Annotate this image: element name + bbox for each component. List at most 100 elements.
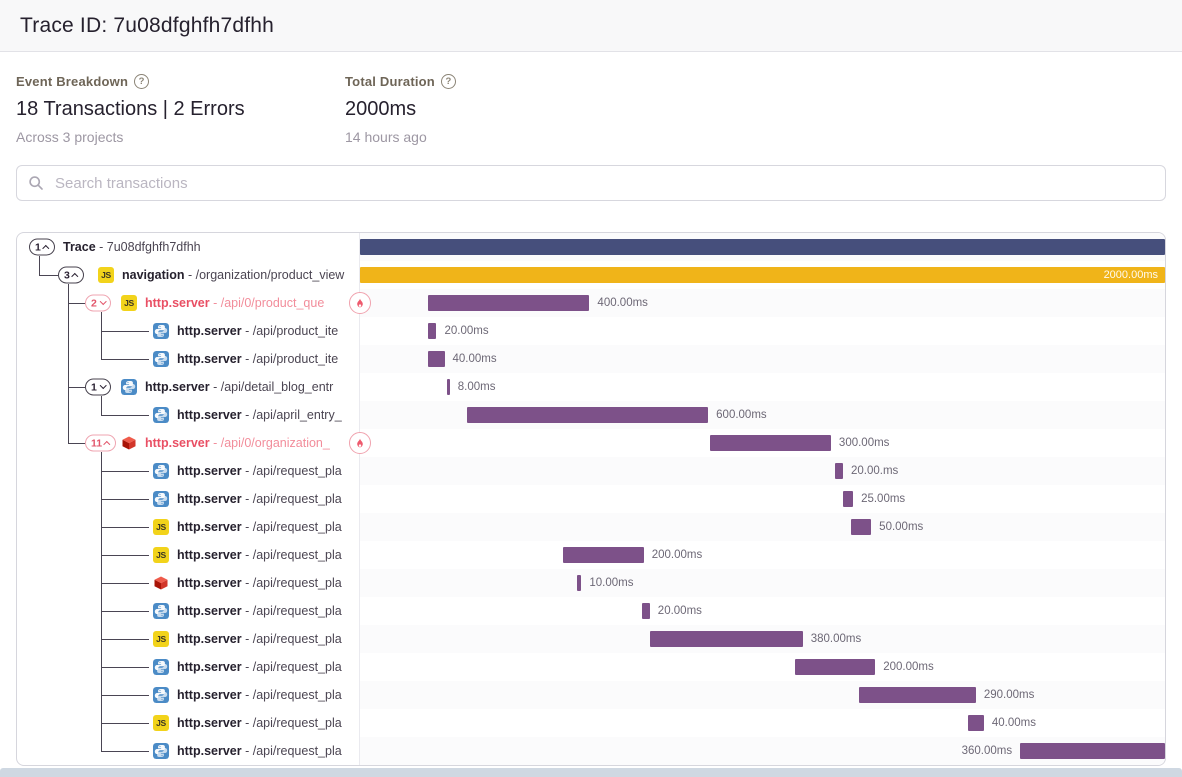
row-waterfall-cell: 290.00ms: [360, 681, 1165, 709]
trace-row[interactable]: http.server - /api/request_pla 25.00ms: [17, 485, 1165, 513]
python-icon: [153, 407, 169, 423]
duration-bar[interactable]: [428, 351, 445, 367]
trace-row[interactable]: JS http.server - /api/request_pla 40.00ms: [17, 709, 1165, 737]
row-waterfall-cell: 300.00ms: [360, 429, 1165, 457]
duration-bar[interactable]: [446, 379, 450, 395]
help-icon[interactable]: ?: [134, 74, 150, 89]
duration-bar[interactable]: [428, 295, 590, 311]
search-icon: [29, 176, 43, 190]
duration-bar[interactable]: [794, 659, 876, 675]
search-input[interactable]: [16, 165, 1166, 201]
trace-row[interactable]: 2 JS http.server - /api/0/product_que 400.…: [17, 289, 1165, 317]
duration-label: 25.00ms: [861, 493, 906, 505]
child-count: 1: [91, 381, 97, 393]
row-label: http.server - /api/request_pla: [177, 632, 342, 646]
duration-bar[interactable]: [851, 519, 872, 535]
next-section-edge: [0, 768, 1182, 777]
trace-row[interactable]: 3 JS navigation - /organization/product_vi…: [17, 261, 1165, 289]
total-duration-block: Total Duration ? 2000ms 14 hours ago: [345, 74, 456, 145]
row-label: http.server - /api/request_pla: [177, 688, 342, 702]
duration-label: 40.00ms: [452, 353, 497, 365]
duration-label: 300.00ms: [838, 437, 890, 449]
trace-row[interactable]: http.server - /api/request_pla 10.00ms: [17, 569, 1165, 597]
trace-row[interactable]: http.server - /api/product_ite 20.00ms: [17, 317, 1165, 345]
child-count: 3: [64, 269, 70, 281]
row-tree-cell: JS http.server - /api/request_pla: [17, 513, 360, 541]
row-label: http.server - /api/request_pla: [177, 744, 342, 758]
row-tree-cell: http.server - /api/product_ite: [17, 345, 360, 373]
trace-row[interactable]: http.server - /api/request_pla 360.00ms: [17, 737, 1165, 765]
row-waterfall-cell: 200.00ms: [360, 541, 1165, 569]
trace-panel: 1 Trace - 7u08dfghfh7dfhh 3 JS navigation - …: [16, 232, 1166, 766]
javascript-icon: JS: [153, 631, 169, 647]
row-label: http.server - /api/april_entry_: [177, 408, 342, 422]
expand-collapse-pill[interactable]: 1: [29, 238, 55, 256]
trace-row[interactable]: JS http.server - /api/request_pla 380.00ms: [17, 625, 1165, 653]
page-title: Trace ID: 7u08dfghfh7dfhh: [20, 13, 275, 37]
duration-label: 400.00ms: [597, 297, 648, 309]
row-waterfall-cell: [360, 233, 1165, 261]
error-fire-badge[interactable]: [349, 292, 371, 314]
search-bar: [16, 165, 1166, 201]
row-label: http.server - /api/product_ite: [177, 352, 339, 366]
duration-label: 50.00ms: [879, 521, 924, 533]
duration-bar[interactable]: [428, 323, 437, 339]
python-icon: [153, 603, 169, 619]
duration-bar[interactable]: [563, 547, 644, 563]
javascript-icon: JS: [121, 295, 137, 311]
javascript-icon: JS: [153, 519, 169, 535]
duration-bar[interactable]: [641, 603, 650, 619]
expand-collapse-pill[interactable]: 1: [85, 378, 111, 396]
row-waterfall-cell: 20.00ms: [360, 597, 1165, 625]
trace-row[interactable]: http.server - /api/product_ite 40.00ms: [17, 345, 1165, 373]
duration-bar[interactable]: [843, 491, 854, 507]
total-duration-subtext: 14 hours ago: [345, 129, 427, 145]
help-icon[interactable]: ?: [440, 74, 456, 89]
duration-bar[interactable]: [466, 407, 709, 423]
duration-label: 8.00ms: [457, 381, 496, 393]
row-waterfall-cell: 380.00ms: [360, 625, 1165, 653]
error-fire-badge[interactable]: [349, 432, 371, 454]
row-tree-cell: http.server - /api/request_pla: [17, 681, 360, 709]
expand-collapse-pill[interactable]: 11: [85, 434, 117, 452]
trace-row[interactable]: http.server - /api/request_pla 20.00ms: [17, 597, 1165, 625]
trace-row[interactable]: http.server - /api/request_pla 290.00ms: [17, 681, 1165, 709]
expand-collapse-pill[interactable]: 2: [85, 294, 111, 312]
python-icon: [121, 379, 137, 395]
trace-row[interactable]: 1 Trace - 7u08dfghfh7dfhh: [17, 233, 1165, 261]
duration-label: 2000.00ms: [1103, 269, 1158, 281]
ruby-icon: [153, 575, 169, 591]
row-label: http.server - /api/product_ite: [177, 324, 339, 338]
duration-bar[interactable]: [710, 435, 831, 451]
duration-bar[interactable]: 2000.00ms: [360, 267, 1165, 283]
row-label: http.server - /api/request_pla: [177, 548, 342, 562]
row-waterfall-cell: 200.00ms: [360, 653, 1165, 681]
row-label: http.server - /api/detail_blog_entr: [145, 380, 334, 394]
chevron-down-icon: [99, 382, 107, 390]
duration-bar[interactable]: [649, 631, 803, 647]
child-count: 1: [35, 241, 41, 253]
duration-bar[interactable]: [577, 575, 582, 591]
trace-row[interactable]: http.server - /api/april_entry_ 600.00ms: [17, 401, 1165, 429]
trace-row[interactable]: 1 http.server - /api/detail_blog_entr 8.0…: [17, 373, 1165, 401]
python-icon: [153, 743, 169, 759]
row-label: Trace - 7u08dfghfh7dfhh: [63, 240, 201, 254]
row-tree-cell: JS http.server - /api/request_pla: [17, 709, 360, 737]
trace-row[interactable]: 11 http.server - /api/0/organization_ 30…: [17, 429, 1165, 457]
trace-row[interactable]: JS http.server - /api/request_pla 50.00ms: [17, 513, 1165, 541]
duration-bar[interactable]: [1020, 743, 1165, 759]
row-tree-cell: JS http.server - /api/request_pla: [17, 625, 360, 653]
duration-bar[interactable]: [859, 687, 976, 703]
row-label: http.server - /api/0/product_que: [145, 296, 325, 310]
duration-bar[interactable]: [967, 715, 984, 731]
trace-row[interactable]: JS http.server - /api/request_pla 200.00ms: [17, 541, 1165, 569]
row-waterfall-cell: 600.00ms: [360, 401, 1165, 429]
duration-bar[interactable]: [360, 239, 1165, 255]
event-breakdown-subtext: Across 3 projects: [16, 129, 124, 145]
expand-collapse-pill[interactable]: 3: [58, 266, 84, 284]
row-label: http.server - /api/0/organization_: [145, 436, 330, 450]
duration-bar[interactable]: [834, 463, 843, 479]
trace-row[interactable]: http.server - /api/request_pla 200.00ms: [17, 653, 1165, 681]
chevron-down-icon: [99, 298, 107, 306]
trace-row[interactable]: http.server - /api/request_pla 20.00.ms: [17, 457, 1165, 485]
